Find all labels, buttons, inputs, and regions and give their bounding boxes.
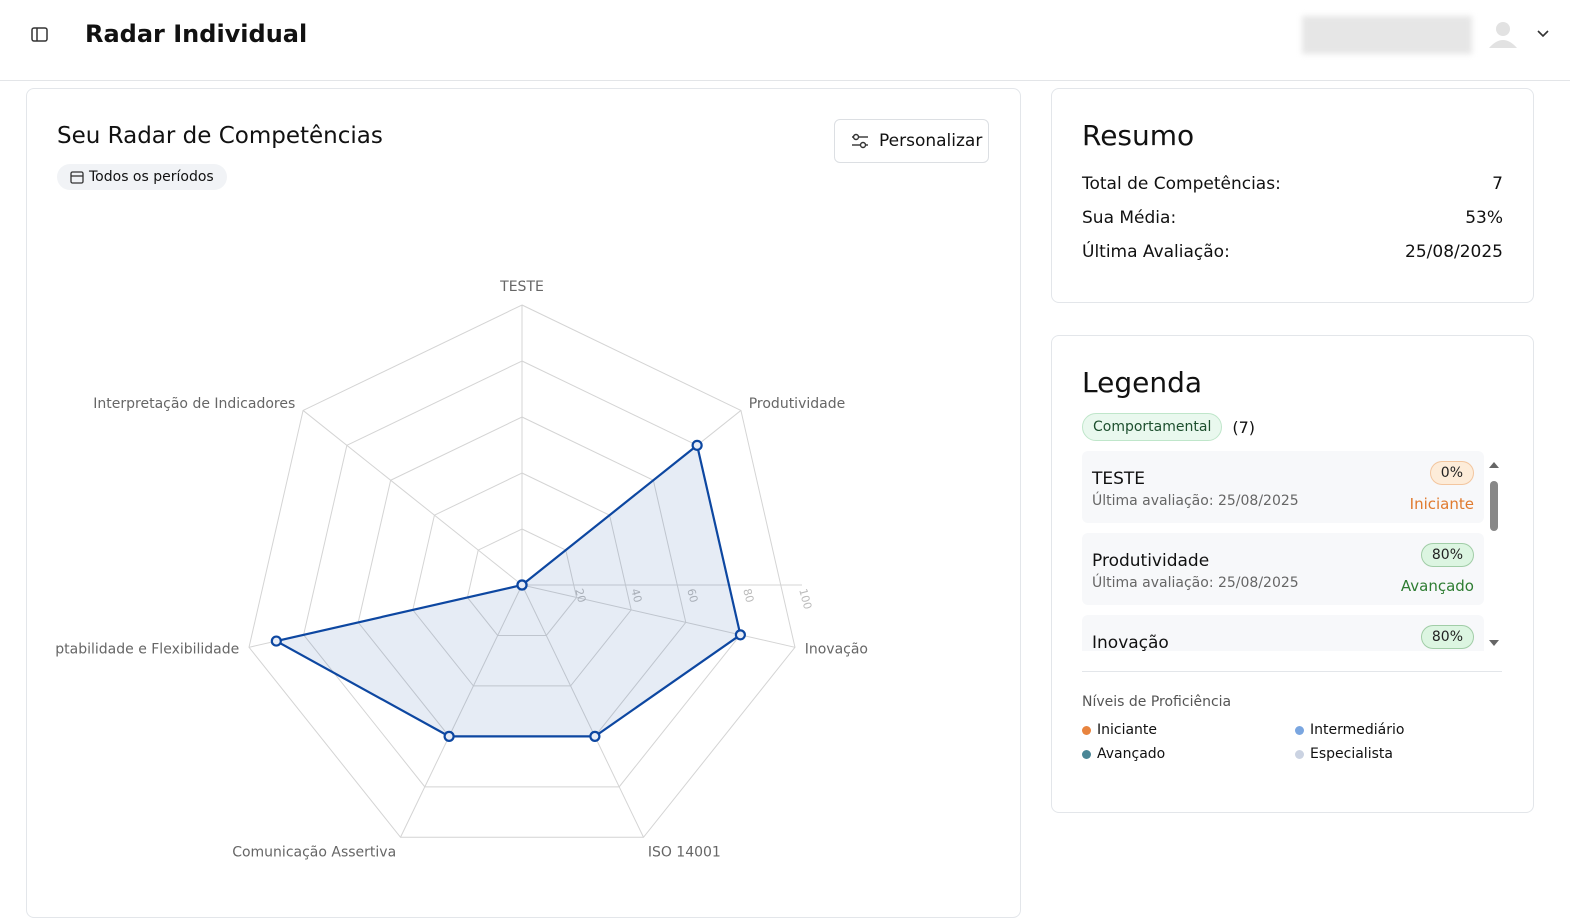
competency-percent: 80% (1420, 625, 1474, 649)
sidebar-toggle[interactable] (30, 26, 50, 44)
level-entry: Especialista (1295, 746, 1495, 762)
grid-ring (248, 304, 796, 838)
level-dot (1295, 749, 1304, 759)
level-entry: Iniciante (1082, 722, 1295, 738)
calendar-icon (70, 171, 84, 184)
summary-title: Resumo (1082, 119, 1195, 152)
summary-card: Resumo Total de Competências: 7 Sua Média:… (1051, 88, 1534, 303)
level-dot (1295, 725, 1304, 735)
chart-subtitle: Todos os períodos (89, 169, 214, 185)
competency-name: Inovação (1092, 633, 1169, 651)
axis-label: ISO 14001 (648, 844, 721, 860)
summary-row: Sua Média: 53% (1082, 208, 1503, 228)
customize-label: Personalizar (879, 131, 983, 151)
axis-spoke (521, 584, 796, 648)
radar-chart: TESTE Produtividade Inovação ISO 14001 Comun… (28, 279, 868, 860)
competency-item: TESTE Última avaliação: 25/08/2025 0% Inici… (1082, 451, 1484, 523)
summary-label: Sua Média: (1082, 208, 1177, 228)
axis-spoke (302, 410, 523, 586)
competency-date: Última avaliação: 25/08/2025 (1092, 575, 1299, 591)
grid-ring (466, 528, 578, 636)
competency-list[interactable]: TESTE Última avaliação: 25/08/2025 0% Inici… (1082, 451, 1484, 651)
radial-tick-label: 20 (572, 587, 588, 604)
axis-label: Produtividade (749, 396, 846, 412)
customize-button[interactable]: Personalizar (834, 119, 989, 163)
data-point (443, 730, 455, 742)
summary-label: Última Avaliação: (1082, 242, 1230, 262)
level-entry: Avançado (1082, 746, 1295, 762)
competency-item: Inovação 80% (1082, 615, 1484, 651)
summary-value: 25/08/2025 (1405, 242, 1503, 262)
user-menu-chevron[interactable] (1535, 28, 1551, 40)
summary-row: Total de Competências: 7 (1082, 174, 1503, 194)
summary-label: Total de Competências: (1082, 174, 1281, 194)
competency-item: Produtividade Última avaliação: 25/08/202… (1082, 533, 1484, 605)
radial-tick-label: 60 (684, 587, 700, 604)
chart-title: Seu Radar de Competências (57, 123, 383, 149)
competency-percent: 80% (1420, 543, 1474, 567)
summary-row: Última Avaliação: 25/08/2025 (1082, 242, 1503, 262)
scrollbar[interactable] (1486, 459, 1502, 649)
level-name: Especialista (1310, 746, 1393, 762)
levels-title: Níveis de Proficiência (1082, 671, 1502, 710)
category-count: (7) (1232, 417, 1256, 437)
data-point (691, 439, 703, 451)
data-point (270, 635, 282, 647)
radial-tick-label: 40 (628, 587, 644, 604)
category-chip[interactable]: Comportamental (1082, 413, 1223, 441)
data-point (516, 579, 528, 591)
axis-label: Inovação (805, 642, 868, 658)
legend-title: Legenda (1082, 366, 1203, 399)
competency-level: Avançado (1400, 577, 1474, 595)
level-name: Iniciante (1097, 722, 1158, 738)
user-name-blurred (1302, 16, 1472, 54)
period-chip[interactable]: Todos os períodos (57, 164, 227, 190)
summary-value: 53% (1465, 208, 1503, 228)
page-title: Radar Individual (85, 20, 308, 48)
axis-label: Interpretação de Indicadores (93, 396, 295, 412)
axis-spoke (521, 584, 644, 838)
data-point (734, 629, 746, 641)
level-entry: Intermediário (1295, 722, 1495, 738)
radar-card: Seu Radar de Competências Todos os perío… (26, 88, 1021, 918)
axis-spoke (400, 584, 523, 838)
summary-value: 7 (1492, 174, 1503, 194)
axis-label: Comunicação Assertiva (232, 844, 396, 860)
series-area (273, 443, 742, 738)
user-avatar[interactable] (1486, 18, 1520, 52)
sliders-icon (852, 133, 868, 149)
level-name: Avançado (1097, 746, 1166, 762)
data-point (589, 730, 601, 742)
radial-tick-label: 80 (740, 587, 756, 604)
competency-name: TESTE (1092, 469, 1146, 489)
level-dot (1082, 725, 1091, 735)
level-dot (1082, 749, 1091, 759)
competency-date: Última avaliação: 25/08/2025 (1092, 493, 1299, 509)
grid-ring (412, 472, 632, 687)
competency-name: Produtividade (1092, 551, 1210, 571)
competency-percent: 0% (1429, 461, 1474, 485)
top-bar: Radar Individual (0, 0, 1570, 81)
legend-card: Legenda Comportamental (7) TESTE Última a… (1051, 335, 1534, 813)
level-name: Intermediário (1310, 722, 1405, 738)
axis-label: TESTE (499, 279, 544, 295)
competency-level: Iniciante (1409, 495, 1474, 513)
axis-label: Adaptabilidade e Flexibilidade (28, 642, 239, 658)
radial-tick-label: 100 (796, 587, 814, 611)
